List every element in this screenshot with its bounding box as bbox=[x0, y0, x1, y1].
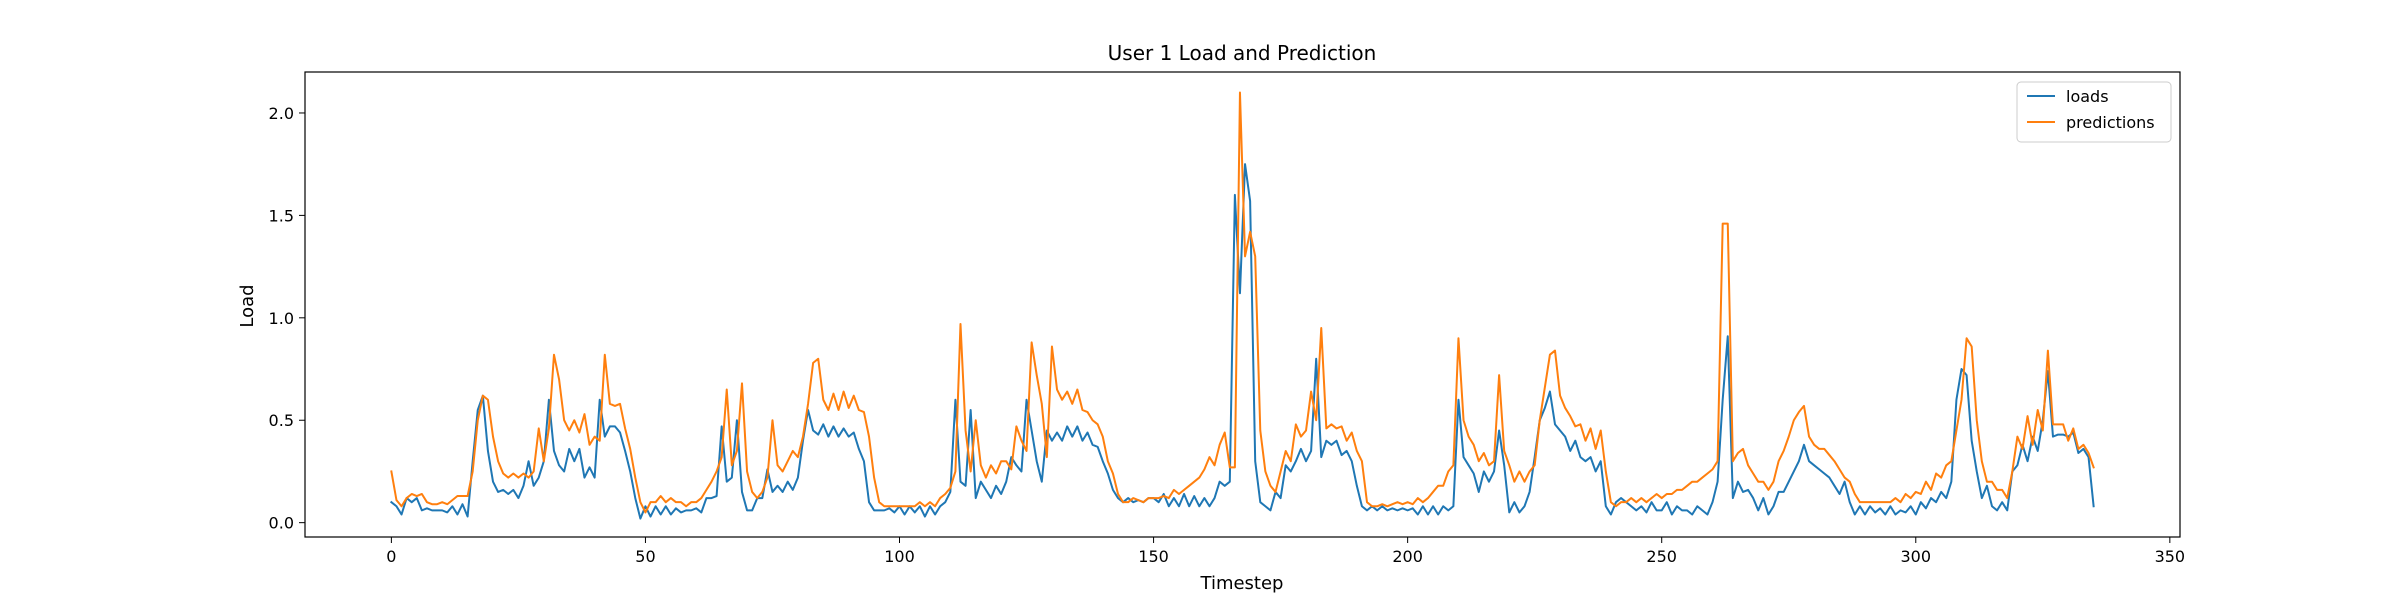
y-tick-label: 0.5 bbox=[269, 411, 294, 430]
y-tick-label: 2.0 bbox=[269, 104, 294, 123]
x-axis-label: Timestep bbox=[1200, 573, 1284, 594]
y-tick-label: 1.0 bbox=[269, 309, 294, 328]
chart-title: User 1 Load and Prediction bbox=[1108, 41, 1377, 65]
series-layer bbox=[389, 91, 2095, 520]
x-tick-label: 150 bbox=[1138, 547, 1169, 566]
x-tick-label: 300 bbox=[1900, 547, 1931, 566]
y-tick-label: 0.0 bbox=[269, 514, 294, 533]
x-tick-label: 200 bbox=[1392, 547, 1423, 566]
legend-label-loads: loads bbox=[2066, 87, 2109, 106]
legend: loads predictions bbox=[2016, 81, 2172, 143]
y-axis-label: Load bbox=[237, 284, 258, 327]
y-axis: 0.0 0.5 1.0 1.5 2.0 bbox=[269, 104, 305, 533]
x-tick-label: 250 bbox=[1646, 547, 1677, 566]
legend-label-predictions: predictions bbox=[2066, 113, 2155, 132]
series-line-loads bbox=[389, 163, 2095, 520]
x-tick-label: 50 bbox=[635, 547, 655, 566]
y-tick-label: 1.5 bbox=[269, 206, 294, 225]
legend-box bbox=[2016, 81, 2172, 143]
axes-frame bbox=[304, 71, 2181, 538]
x-axis: 0 50 100 150 200 250 300 350 bbox=[386, 537, 2185, 566]
x-tick-label: 0 bbox=[386, 547, 396, 566]
plot-area bbox=[304, 71, 2181, 538]
x-tick-label: 100 bbox=[884, 547, 915, 566]
series-line-predictions bbox=[390, 91, 2095, 514]
x-tick-label: 350 bbox=[2155, 547, 2186, 566]
